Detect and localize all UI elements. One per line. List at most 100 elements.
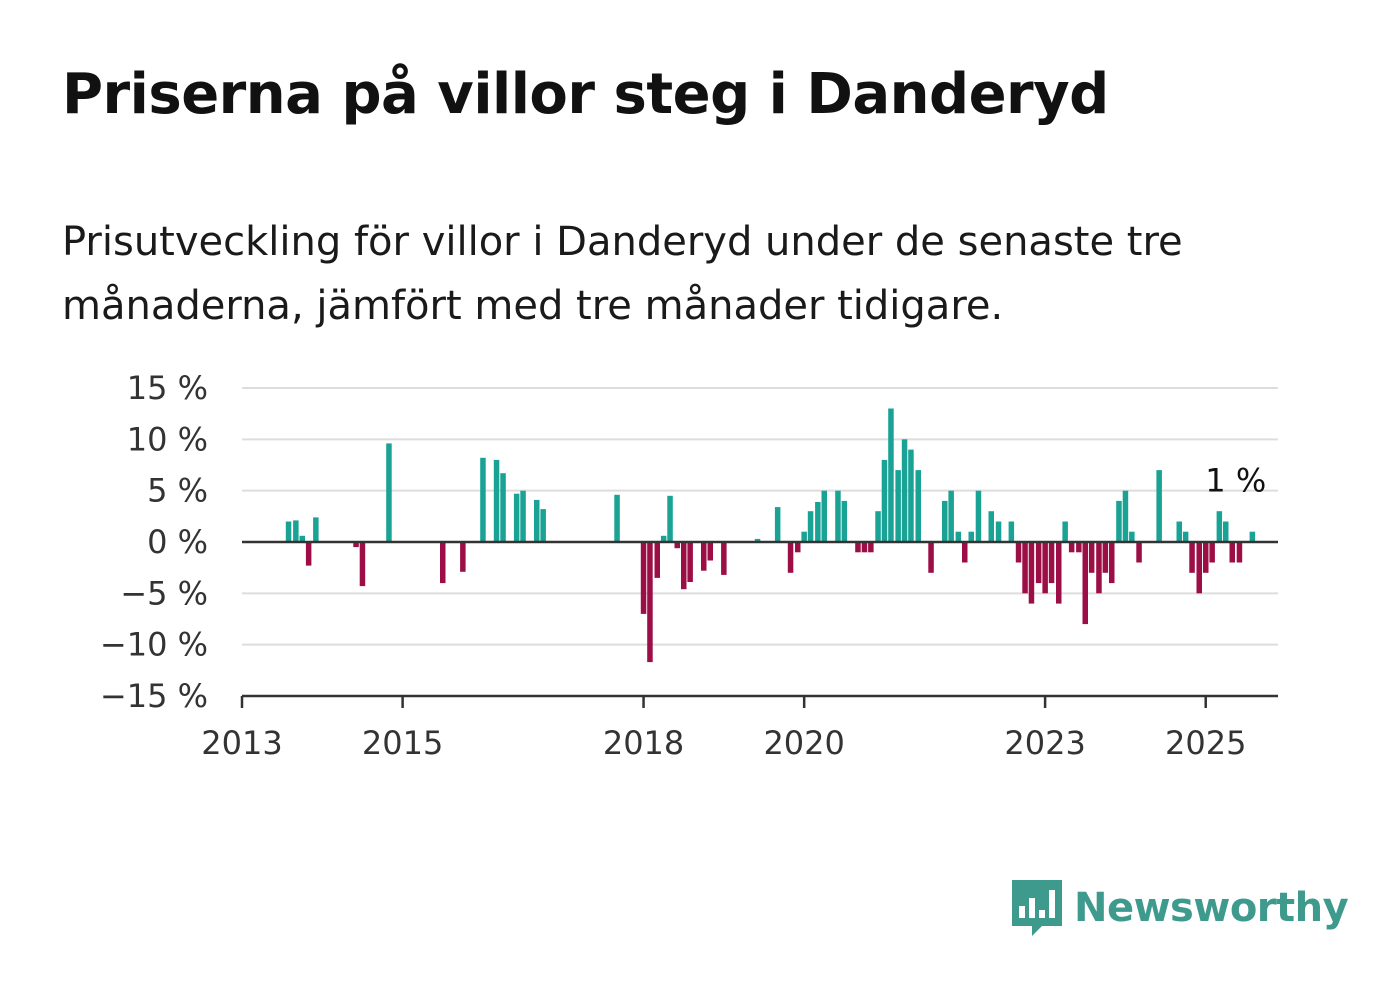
last-value-annotation: 1 % xyxy=(1205,461,1266,499)
bar xyxy=(915,470,921,542)
bar xyxy=(721,542,727,575)
y-tick-label: 15 % xyxy=(127,369,208,407)
x-tick-label: 2020 xyxy=(763,724,844,762)
bar xyxy=(614,494,620,542)
bar xyxy=(841,500,848,542)
bar xyxy=(948,490,954,542)
x-tick-label: 2025 xyxy=(1165,724,1246,762)
bar xyxy=(1056,542,1062,604)
bar xyxy=(1076,542,1082,553)
bar xyxy=(815,502,821,542)
bar xyxy=(895,470,901,542)
bar xyxy=(1182,531,1189,542)
bar xyxy=(293,520,299,542)
bar xyxy=(493,459,500,542)
x-tick-label: 2023 xyxy=(1004,724,1085,762)
bar xyxy=(707,542,713,561)
bar xyxy=(1223,521,1229,542)
bar xyxy=(701,542,707,571)
bar xyxy=(1062,521,1068,542)
bar xyxy=(901,439,908,542)
bar xyxy=(1196,542,1202,594)
bar xyxy=(687,542,693,582)
bar xyxy=(285,521,292,542)
bar xyxy=(1109,542,1115,584)
bar xyxy=(440,542,446,584)
bar xyxy=(674,542,680,549)
bar xyxy=(821,490,827,542)
bar xyxy=(1088,542,1095,573)
bar xyxy=(540,509,546,542)
bar xyxy=(313,517,319,542)
bar xyxy=(968,531,974,542)
bar xyxy=(386,443,392,542)
bar xyxy=(861,542,868,553)
bar xyxy=(1156,470,1162,542)
bar xyxy=(1028,542,1035,604)
bar xyxy=(1122,490,1129,542)
bar xyxy=(855,542,861,553)
bar xyxy=(513,493,520,542)
bar xyxy=(500,473,506,542)
bar xyxy=(681,542,687,590)
bar xyxy=(908,449,914,542)
bar xyxy=(868,542,874,553)
bar xyxy=(942,500,948,542)
bar xyxy=(928,542,934,573)
bar-chart-speech-bubble-icon xyxy=(1012,880,1062,936)
y-tick-label: 10 % xyxy=(127,420,208,458)
bar xyxy=(667,495,673,542)
bar xyxy=(1116,500,1122,542)
y-tick-label: 5 % xyxy=(147,472,208,510)
bar xyxy=(795,542,801,553)
bar xyxy=(881,459,888,542)
bar xyxy=(1236,542,1243,563)
bar xyxy=(1015,542,1022,563)
bar xyxy=(660,535,667,542)
chart-title: Priserna på villor steg i Danderyd xyxy=(62,62,1109,127)
bar xyxy=(1008,521,1015,542)
bar xyxy=(955,531,962,542)
y-tick-label: −5 % xyxy=(120,574,208,612)
bar xyxy=(1176,521,1182,542)
brand-name: Newsworthy xyxy=(1074,885,1349,931)
axes xyxy=(240,540,1278,708)
bar xyxy=(299,535,305,542)
chart-subtitle: Prisutveckling för villor i Danderyd und… xyxy=(62,219,1183,329)
bar xyxy=(480,457,486,542)
bars xyxy=(285,408,1256,663)
bar xyxy=(774,507,781,542)
bar xyxy=(1048,542,1055,584)
bar xyxy=(654,542,660,578)
bar xyxy=(787,542,794,573)
y-tick-label: 0 % xyxy=(147,523,208,561)
bar xyxy=(520,490,526,542)
bar xyxy=(988,511,994,542)
bar xyxy=(534,499,540,542)
bar xyxy=(888,408,894,542)
bar xyxy=(353,542,359,548)
bar xyxy=(460,542,466,572)
bar xyxy=(995,521,1002,542)
y-tick-label: −10 % xyxy=(100,626,208,664)
bar xyxy=(835,490,841,542)
bar xyxy=(640,542,647,614)
bar xyxy=(962,542,968,563)
x-tick-label: 2018 xyxy=(603,724,684,762)
bar xyxy=(1229,542,1235,563)
newsworthy-logo: Newsworthy xyxy=(1010,878,1349,938)
bar xyxy=(359,542,366,587)
bar xyxy=(807,511,814,542)
bar xyxy=(801,531,807,542)
bar xyxy=(1042,542,1048,594)
bar xyxy=(1129,531,1135,542)
x-tick-label: 2013 xyxy=(201,724,282,762)
bar xyxy=(1096,542,1102,594)
bar xyxy=(1203,542,1209,573)
y-tick-label: −15 % xyxy=(100,677,208,715)
bar xyxy=(305,542,312,566)
bar xyxy=(1082,542,1088,625)
x-tick-label: 2015 xyxy=(362,724,443,762)
bar xyxy=(647,542,653,663)
